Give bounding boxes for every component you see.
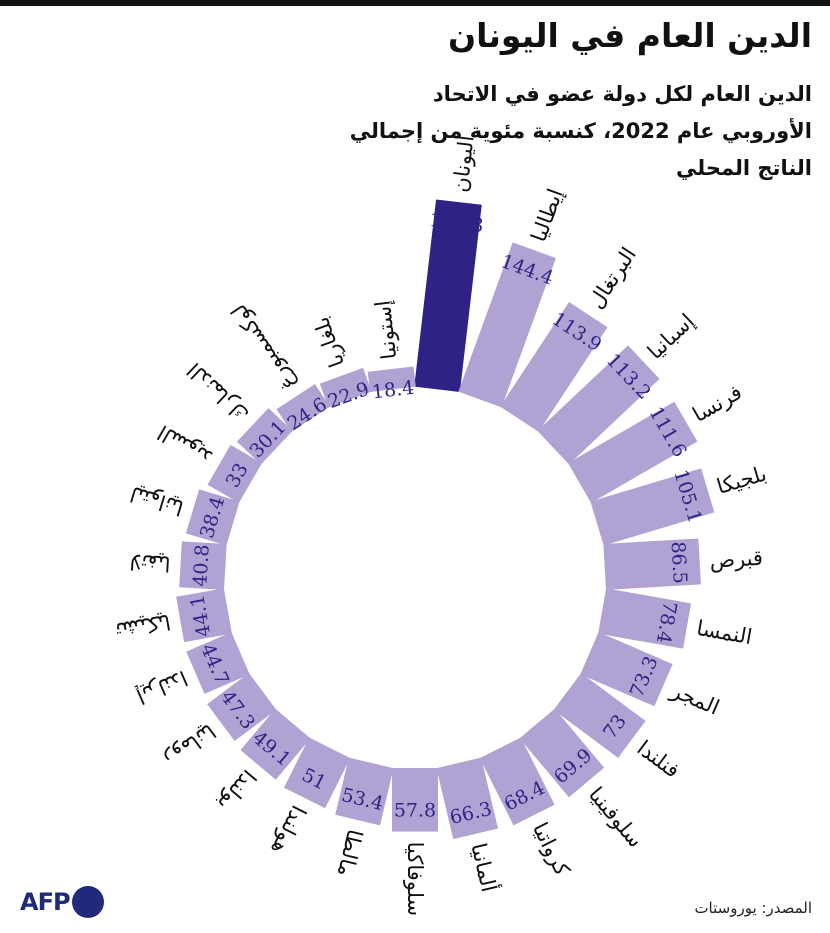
value-label-7: 86.5 (666, 541, 690, 585)
country-label-19: إيرلندا (133, 665, 191, 709)
source-note: المصدر: يوروستات (694, 899, 812, 917)
country-label-21: لاتفيا (129, 549, 172, 575)
bar-22 (185, 489, 240, 546)
bar-14 (392, 768, 438, 832)
bar-27 (367, 366, 416, 392)
bar-8 (598, 588, 692, 649)
value-label-21: 40.8 (189, 544, 213, 588)
bar-21 (179, 541, 227, 590)
bar-6 (590, 468, 715, 546)
country-label-20: تشيكيا (114, 609, 173, 642)
country-label-2: إيطاليا (526, 186, 568, 246)
top-rule (0, 0, 830, 6)
bar-20 (176, 588, 232, 643)
country-label-18: رومانيا (160, 719, 220, 772)
country-label-14: سلوفاكيا (403, 842, 427, 917)
country-label-26: بلغاريا (309, 314, 349, 371)
bar-24 (236, 408, 293, 465)
bar-1 (414, 199, 482, 392)
bar-13 (436, 757, 499, 840)
country-label-5: فرنسا (689, 380, 747, 427)
bar-11 (519, 708, 605, 798)
bar-18 (207, 673, 277, 741)
bar-15 (335, 757, 394, 826)
country-label-1: اليونان (448, 134, 478, 193)
afp-logo-dot (71, 886, 104, 918)
bar-9 (580, 632, 673, 707)
bar-12 (479, 737, 555, 826)
bar-26 (319, 367, 372, 408)
afp-logo: AFP (20, 886, 104, 918)
country-label-23: السويد (154, 420, 217, 470)
country-label-24: الدنمارك (183, 358, 254, 427)
country-label-13: ألمانيا (466, 840, 503, 894)
afp-logo-text: AFP (20, 888, 71, 916)
country-label-3: البرتغال (584, 243, 641, 313)
country-label-22: ليتوانيا (127, 481, 186, 520)
country-label-25: لوكسمبورغ (226, 300, 300, 395)
country-label-27: إستونيا (371, 299, 403, 361)
bar-5 (568, 401, 698, 503)
bar-17 (240, 708, 311, 780)
bar-23 (207, 444, 262, 503)
country-label-15: مالطا (333, 827, 367, 879)
page-subtitle: الدين العام لكل دولة عضو في الاتحاد الأو… (349, 82, 812, 180)
bar-10 (553, 673, 646, 758)
bar-7 (603, 538, 702, 590)
value-label-27: 18.4 (371, 377, 416, 404)
country-label-9: المجر (667, 678, 723, 720)
country-label-7: قبرص (709, 546, 764, 573)
country-label-10: فنلندا (633, 736, 685, 783)
bar-2 (458, 242, 556, 408)
bar-16 (283, 737, 351, 809)
country-label-8: النمسا (695, 616, 754, 649)
country-label-11: سلوفينيا (584, 782, 648, 852)
country-label-16: هولندا (266, 801, 311, 858)
country-label-6: بلجيكا (714, 461, 769, 499)
country-label-12: كرواتيا (528, 819, 575, 880)
value-label-14: 57.8 (394, 800, 436, 822)
country-label-4: إسبانيا (643, 309, 700, 365)
bar-4 (537, 345, 660, 465)
bar-25 (276, 384, 330, 432)
bar-19 (186, 632, 250, 694)
bar-3 (500, 301, 608, 432)
page-title: الدين العام في اليونان (447, 16, 812, 55)
country-label-17: بولندا (213, 765, 261, 816)
